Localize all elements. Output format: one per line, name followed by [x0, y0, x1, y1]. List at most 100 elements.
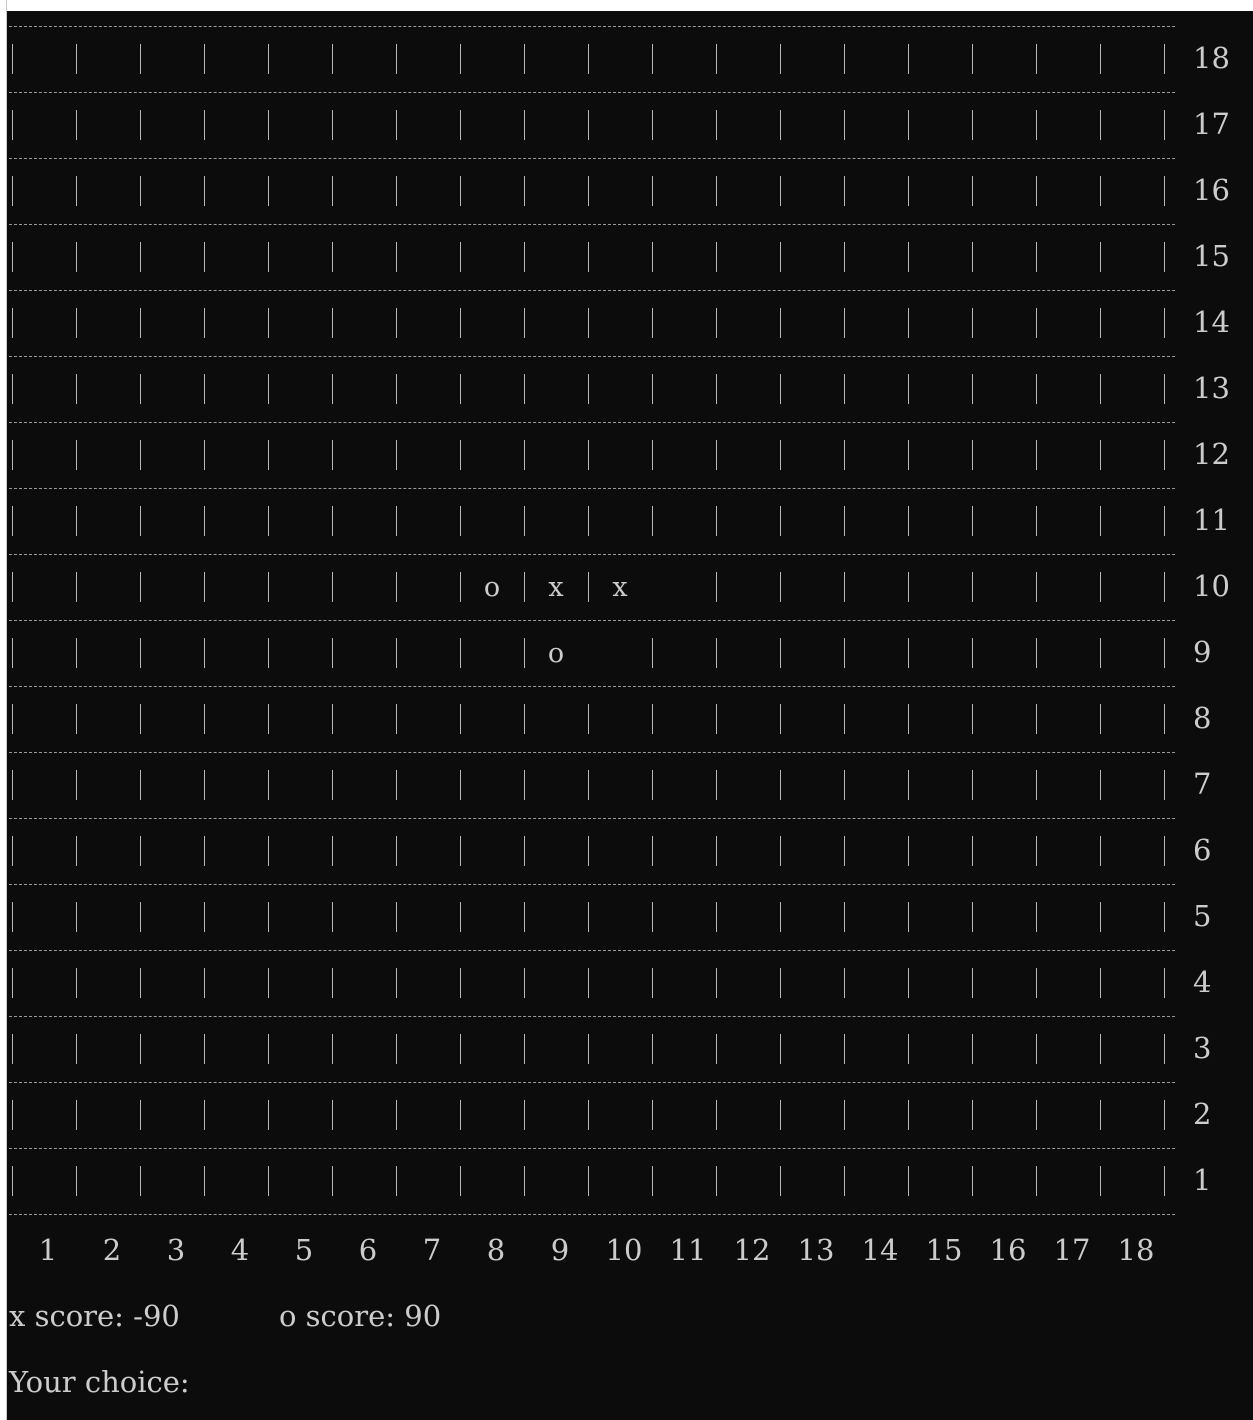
cell-divider	[716, 242, 717, 272]
row-label: 13	[1193, 371, 1230, 405]
cell-divider	[716, 704, 717, 734]
cell-divider	[524, 374, 525, 404]
cell-divider	[268, 770, 269, 800]
cell-divider	[332, 704, 333, 734]
cell-divider	[972, 308, 973, 338]
cell-divider	[908, 968, 909, 998]
cell-divider	[844, 1100, 845, 1130]
row-label: 15	[1193, 239, 1230, 273]
cell-divider	[780, 572, 781, 602]
cell-divider	[396, 506, 397, 536]
cell-divider	[972, 902, 973, 932]
cell-divider	[1036, 704, 1037, 734]
cell-divider	[652, 770, 653, 800]
cell-divider	[76, 1100, 77, 1130]
cell-divider	[396, 572, 397, 602]
cell-divider	[1164, 1166, 1165, 1196]
cell-divider	[140, 506, 141, 536]
cell-divider	[844, 110, 845, 140]
cell-divider	[780, 44, 781, 74]
cell-divider	[588, 440, 589, 470]
cell-divider	[844, 242, 845, 272]
cell-divider	[652, 506, 653, 536]
cell-divider	[1164, 968, 1165, 998]
cell-divider	[972, 638, 973, 668]
cell-divider	[652, 1034, 653, 1064]
cell-divider	[204, 770, 205, 800]
cell-divider	[460, 836, 461, 866]
cell-divider	[588, 968, 589, 998]
cell-divider	[460, 638, 461, 668]
grid-line	[9, 224, 1175, 225]
column-label: 3	[166, 1233, 186, 1267]
row-label: 8	[1193, 701, 1212, 735]
column-label: 2	[102, 1233, 122, 1267]
cell-divider	[268, 1166, 269, 1196]
cell-divider	[140, 836, 141, 866]
cell-divider	[1164, 440, 1165, 470]
cell-divider	[396, 1034, 397, 1064]
cell-divider	[1100, 308, 1101, 338]
cell-divider	[332, 1034, 333, 1064]
cell-divider	[460, 506, 461, 536]
cell-divider	[140, 1034, 141, 1064]
cell-divider	[716, 440, 717, 470]
grid-line	[9, 290, 1175, 291]
column-label: 15	[925, 1233, 963, 1267]
cell-divider	[140, 176, 141, 206]
cell-divider	[972, 44, 973, 74]
cell-divider	[1164, 1034, 1165, 1064]
cell-divider	[652, 440, 653, 470]
cell-divider	[396, 704, 397, 734]
grid-line	[9, 1016, 1175, 1017]
grid-line	[9, 488, 1175, 489]
cell-divider	[588, 1100, 589, 1130]
cell-divider	[652, 374, 653, 404]
cell-divider	[268, 44, 269, 74]
cell-divider	[12, 506, 13, 536]
cell-divider	[588, 308, 589, 338]
game-board: 18 17 16 15 14 13 12 11 10 9 8 7 6 5 4 3 2 1 o x x o 1 2 3 4 5 6 7 8 9…	[7, 11, 1253, 1420]
cell-divider	[332, 770, 333, 800]
cell-divider	[140, 308, 141, 338]
cell-divider	[1036, 770, 1037, 800]
cell-divider	[460, 572, 461, 602]
cell-divider	[1164, 572, 1165, 602]
cell-divider	[332, 110, 333, 140]
cell-divider	[524, 44, 525, 74]
cell-divider	[1100, 176, 1101, 206]
cell-divider	[204, 1100, 205, 1130]
cell-divider	[1100, 440, 1101, 470]
piece-x: x	[612, 572, 628, 603]
cell-divider	[268, 374, 269, 404]
column-label: 6	[358, 1233, 378, 1267]
cell-divider	[12, 1034, 13, 1064]
cell-divider	[908, 704, 909, 734]
cell-divider	[396, 1100, 397, 1130]
cell-divider	[908, 506, 909, 536]
cell-divider	[908, 1034, 909, 1064]
cell-divider	[396, 1166, 397, 1196]
cell-divider	[1164, 374, 1165, 404]
cell-divider	[12, 176, 13, 206]
cell-divider	[332, 638, 333, 668]
cell-divider	[1036, 572, 1037, 602]
column-label: 17	[1053, 1233, 1091, 1267]
grid-line	[9, 158, 1175, 159]
cell-divider	[332, 308, 333, 338]
cell-divider	[12, 902, 13, 932]
cell-divider	[460, 704, 461, 734]
cell-divider	[844, 572, 845, 602]
cell-divider	[844, 770, 845, 800]
cell-divider	[396, 770, 397, 800]
cell-divider	[332, 902, 333, 932]
cell-divider	[1164, 902, 1165, 932]
cell-divider	[396, 902, 397, 932]
grid-line	[9, 1214, 1175, 1215]
cell-divider	[1100, 902, 1101, 932]
cell-divider	[780, 506, 781, 536]
choice-input[interactable]	[207, 1367, 507, 1399]
cell-divider	[908, 440, 909, 470]
column-label: 18	[1117, 1233, 1155, 1267]
cell-divider	[204, 242, 205, 272]
